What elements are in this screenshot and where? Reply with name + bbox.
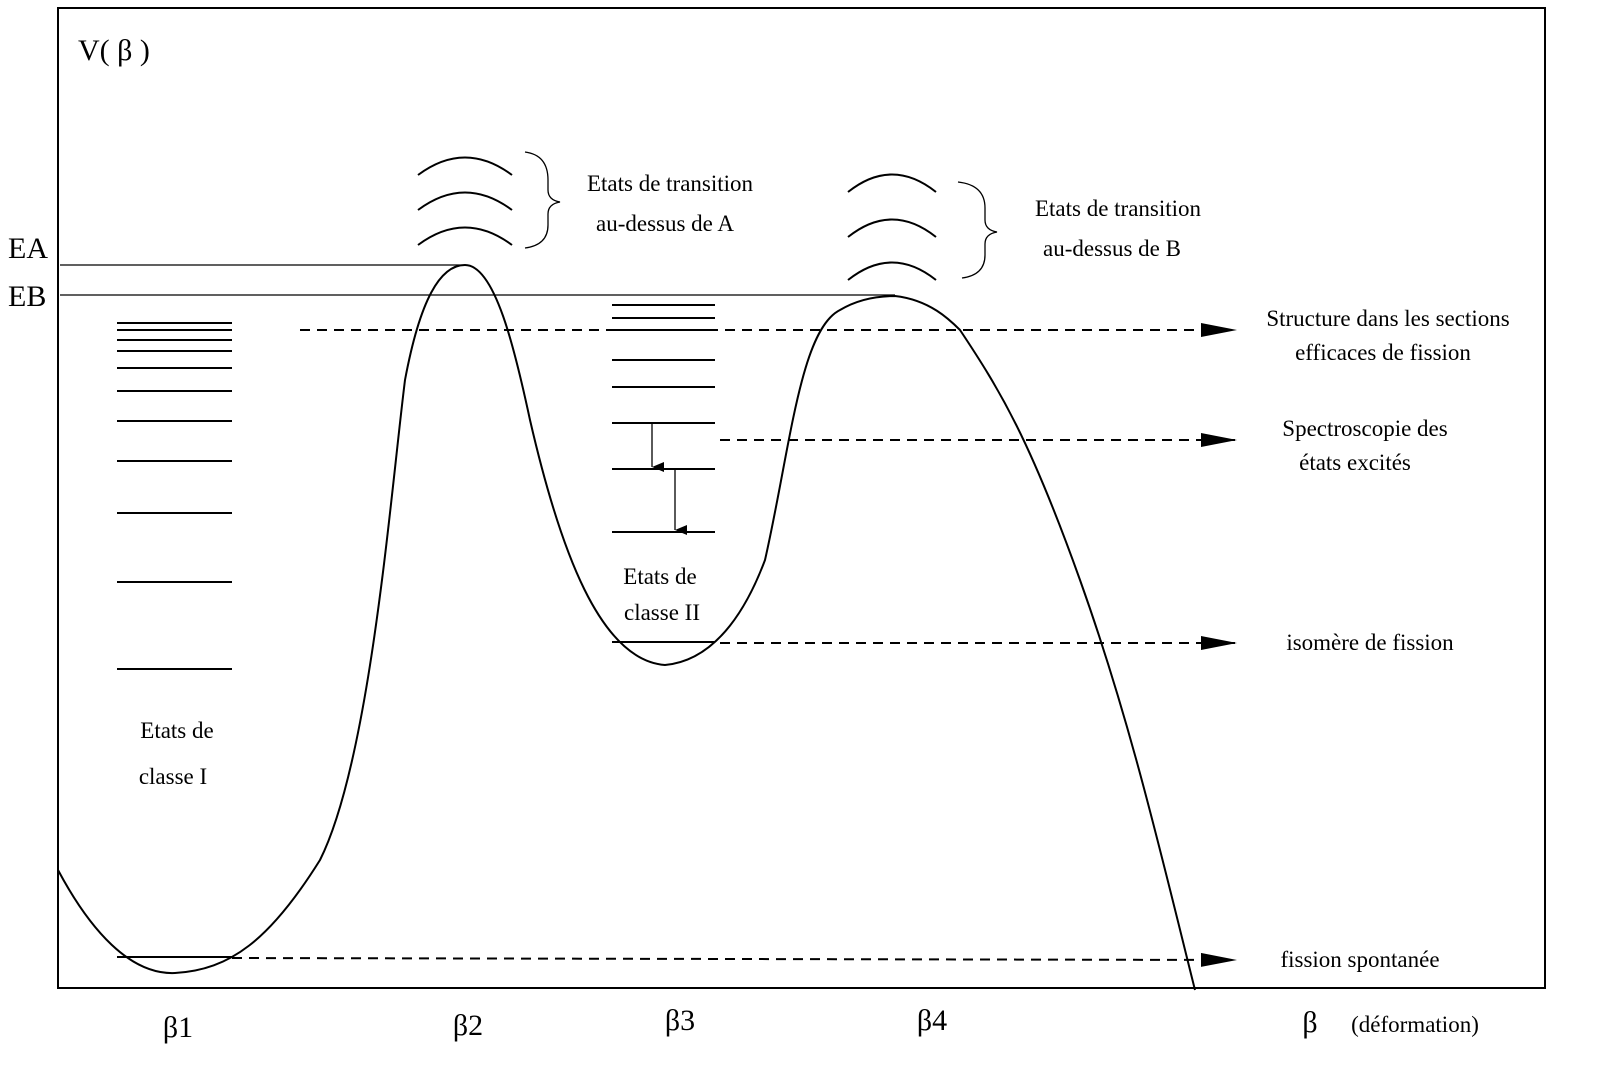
annotation: au-dessus de A [596,211,734,236]
annotation: Etats de transition [587,171,754,196]
annotation: Etats de [623,564,696,589]
x-axis-unit: (déformation) [1351,1012,1479,1037]
annotation: classe I [139,764,207,789]
x-tick-label: β1 [163,1011,193,1044]
transition-arcs-a [417,156,513,246]
brace-b [957,181,998,279]
annotation: Etats de [140,718,213,743]
annotation: états excités [1299,450,1411,475]
annotation: Structure dans les sections [1266,306,1509,331]
brace-a [524,151,561,249]
annotation: efficaces de fission [1295,340,1471,365]
x-axis-label: β [1302,1006,1317,1039]
ea-label: EA [8,232,48,265]
class-ii-levels [612,304,715,643]
x-tick-label: β2 [453,1009,483,1042]
annotation: classe II [624,600,700,625]
y-axis-label: V( β ) [78,34,150,67]
dashed-arrow [231,952,1237,967]
annotation: Etats de transition [1035,196,1202,221]
class-i-levels [117,322,232,958]
frame [57,7,1546,989]
annotation: au-dessus de B [1043,236,1181,261]
annotation: isomère de fission [1286,630,1454,655]
annotation: fission spontanée [1280,947,1439,972]
x-tick-label: β4 [917,1004,947,1037]
transition-arcs-b [847,173,937,281]
x-tick-label: β3 [665,1004,695,1037]
eb-label: EB [8,280,46,313]
annotation: Spectroscopie des [1282,416,1447,441]
potential-curve [57,263,1196,991]
